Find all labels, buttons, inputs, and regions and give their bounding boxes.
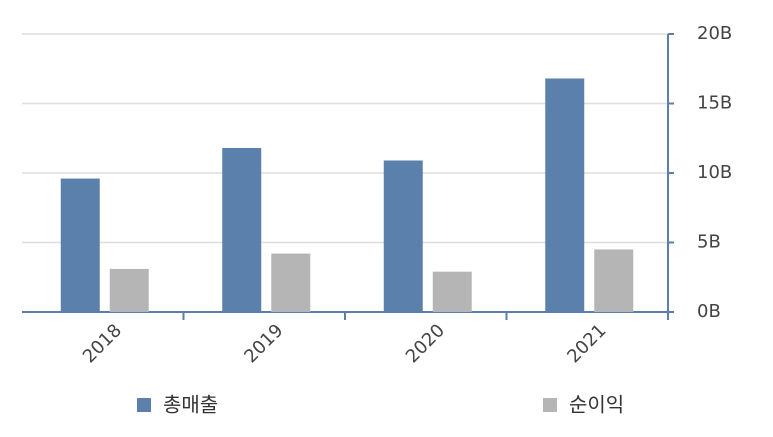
legend-swatch	[543, 398, 557, 412]
bar	[383, 160, 423, 312]
y-tick-label: 10B	[697, 162, 732, 183]
y-tick-label: 5B	[697, 232, 721, 253]
bar	[545, 78, 585, 312]
y-tick-label: 15B	[697, 93, 732, 114]
legend-label: 총매출	[163, 393, 218, 417]
bar	[594, 249, 634, 312]
bar	[60, 178, 100, 312]
legend-swatch	[137, 398, 151, 412]
legend-label: 순이익	[569, 393, 624, 417]
y-tick-label: 20B	[697, 23, 732, 44]
bar	[271, 253, 311, 312]
bar	[432, 271, 472, 312]
x-tick-label: 2019	[240, 320, 287, 367]
bar	[109, 268, 149, 312]
x-tick-label: 2020	[402, 320, 449, 367]
x-tick-label: 2021	[563, 320, 610, 367]
y-tick-label: 0B	[697, 301, 721, 322]
x-tick-label: 2018	[79, 320, 126, 367]
bar	[222, 147, 262, 312]
